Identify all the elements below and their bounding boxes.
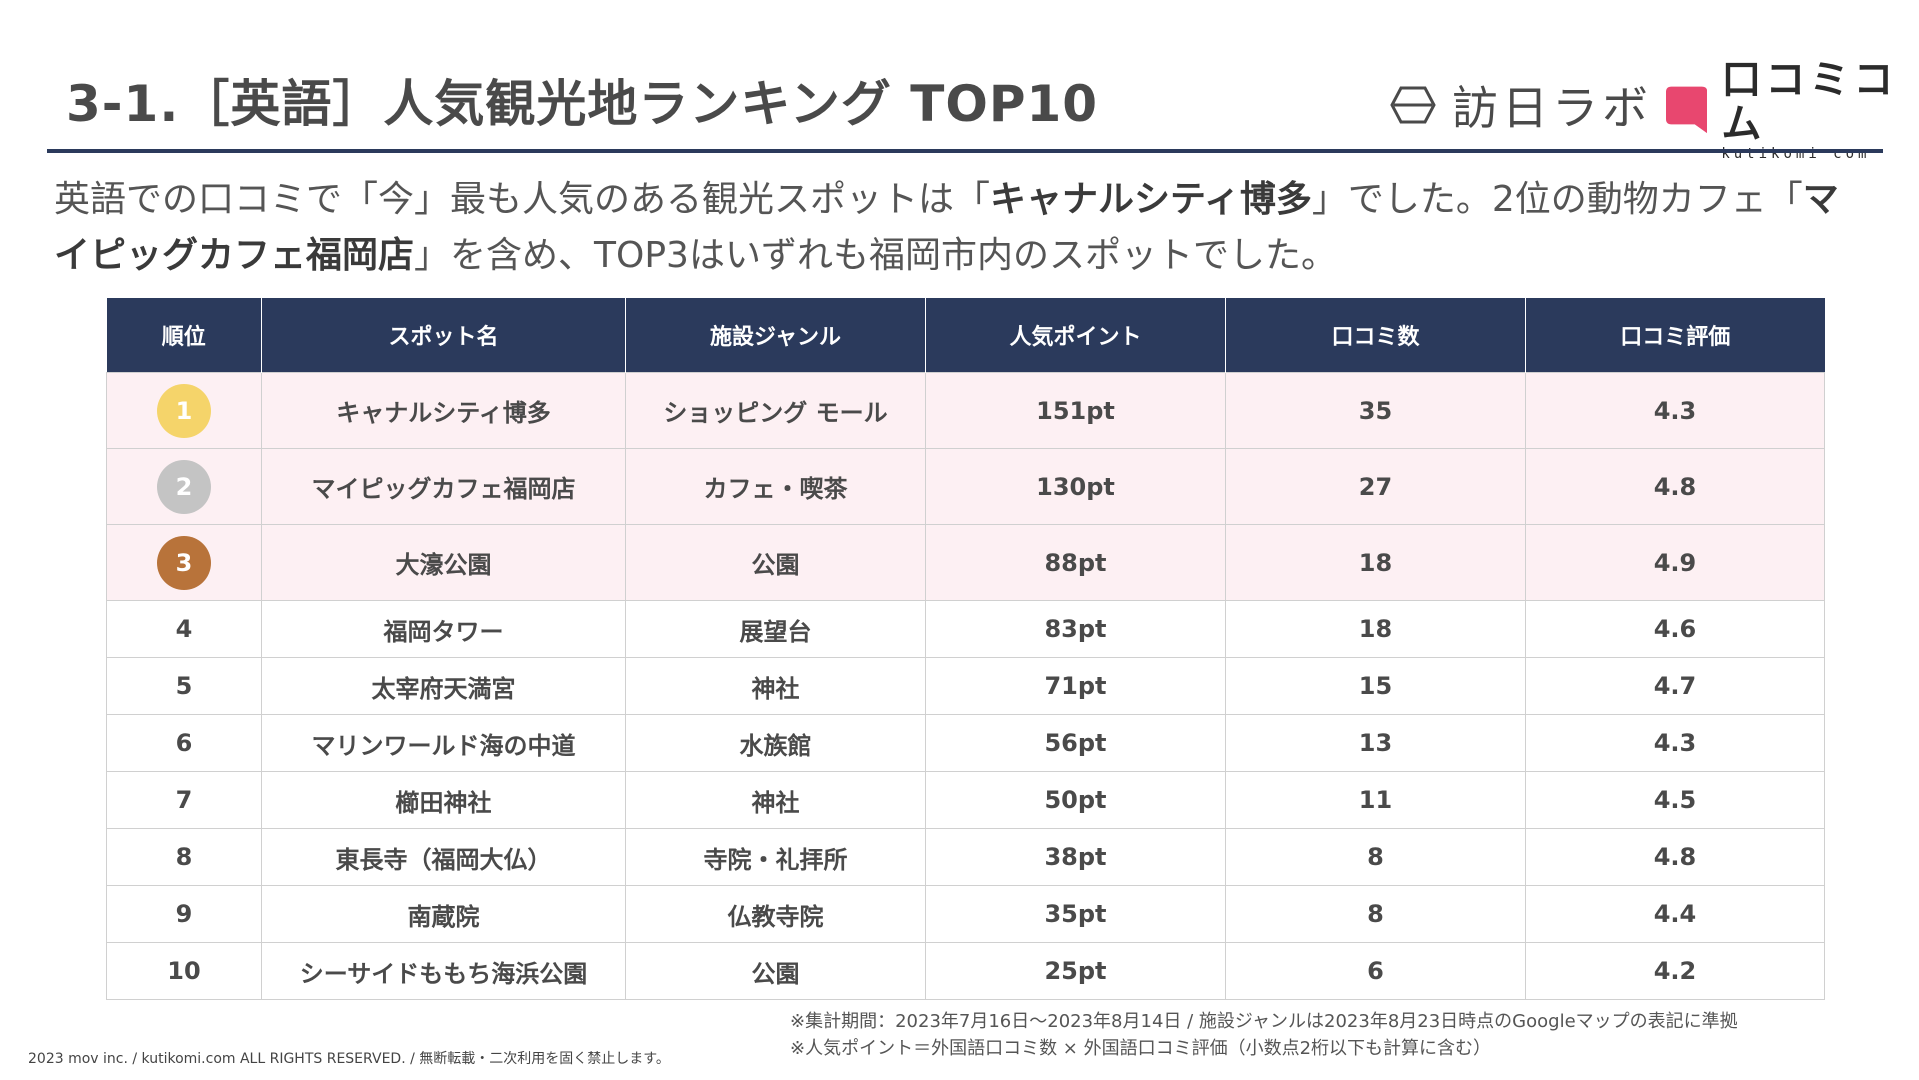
header-review-count: 口コミ数 bbox=[1225, 298, 1526, 373]
header-genre: 施設ジャンル bbox=[625, 298, 926, 373]
genre-cell: 展望台 bbox=[625, 600, 926, 658]
rating-cell: 4.6 bbox=[1525, 600, 1825, 658]
points-cell: 38pt bbox=[925, 828, 1226, 886]
table-row: 9 南蔵院 仏教寺院 35pt 8 4.4 bbox=[106, 885, 1825, 943]
footnotes: ※集計期間：2023年7月16日〜2023年8月14日 / 施設ジャンルは202… bbox=[790, 1008, 1738, 1062]
genre-cell: 公園 bbox=[625, 942, 926, 1000]
genre-cell: カフェ・喫茶 bbox=[625, 448, 926, 525]
genre-cell: ショッピング モール bbox=[625, 372, 926, 449]
rank-cell: 3 bbox=[106, 524, 262, 601]
rank-cell: 9 bbox=[106, 885, 262, 943]
genre-cell: 仏教寺院 bbox=[625, 885, 926, 943]
points-cell: 56pt bbox=[925, 714, 1226, 772]
rating-cell: 4.5 bbox=[1525, 771, 1825, 829]
spot-name-cell: 櫛田神社 bbox=[261, 771, 626, 829]
spot-name-cell: 大濠公園 bbox=[261, 524, 626, 601]
count-cell: 11 bbox=[1225, 771, 1526, 829]
count-cell: 18 bbox=[1225, 600, 1526, 658]
points-cell: 130pt bbox=[925, 448, 1226, 525]
table-row: 10 シーサイドももち海浜公園 公園 25pt 6 4.2 bbox=[106, 942, 1825, 1000]
kutikomi-logo-text: 口コミコム bbox=[1721, 57, 1898, 147]
table-row: 3 大濠公園 公園 88pt 18 4.9 bbox=[106, 524, 1825, 601]
count-cell: 27 bbox=[1225, 448, 1526, 525]
rank-cell: 6 bbox=[106, 714, 262, 772]
genre-cell: 寺院・礼拝所 bbox=[625, 828, 926, 886]
houjin-lab-logo-text: 訪日ラボ bbox=[1452, 81, 1652, 135]
points-cell: 83pt bbox=[925, 600, 1226, 658]
header-spot-name: スポット名 bbox=[261, 298, 626, 373]
table-row: 8 東長寺（福岡大仏） 寺院・礼拝所 38pt 8 4.8 bbox=[106, 828, 1825, 886]
rating-cell: 4.8 bbox=[1525, 448, 1825, 525]
count-cell: 8 bbox=[1225, 828, 1526, 886]
count-cell: 35 bbox=[1225, 372, 1526, 449]
points-cell: 25pt bbox=[925, 942, 1226, 1000]
rank-cell: 10 bbox=[106, 942, 262, 1000]
rating-cell: 4.3 bbox=[1525, 372, 1825, 449]
count-cell: 15 bbox=[1225, 657, 1526, 715]
spot-name-cell: 福岡タワー bbox=[261, 600, 626, 658]
houjin-lab-logo: 訪日ラボ bbox=[1390, 78, 1652, 135]
hexagon-outline-icon bbox=[1390, 86, 1436, 124]
table-row: 4 福岡タワー 展望台 83pt 18 4.6 bbox=[106, 600, 1825, 658]
spot-name-cell: 南蔵院 bbox=[261, 885, 626, 943]
rank-cell: 5 bbox=[106, 657, 262, 715]
spot-name-cell: キャナルシティ博多 bbox=[261, 372, 626, 449]
table-row: 5 太宰府天満宮 神社 71pt 15 4.7 bbox=[106, 657, 1825, 715]
points-cell: 88pt bbox=[925, 524, 1226, 601]
rank-cell: 7 bbox=[106, 771, 262, 829]
rank-cell: 1 bbox=[106, 372, 262, 449]
gold-medal-badge: 1 bbox=[157, 383, 211, 438]
kutikomi-logo: 口コミコム kutikomi com bbox=[1666, 58, 1919, 162]
genre-cell: 神社 bbox=[625, 657, 926, 715]
points-cell: 71pt bbox=[925, 657, 1226, 715]
header-rank: 順位 bbox=[106, 298, 262, 373]
spot-name-cell: 太宰府天満宮 bbox=[261, 657, 626, 715]
spot-name-cell: シーサイドももち海浜公園 bbox=[261, 942, 626, 1000]
table-row: 7 櫛田神社 神社 50pt 11 4.5 bbox=[106, 771, 1825, 829]
ranking-table: 順位 スポット名 施設ジャンル 人気ポイント 口コミ数 口コミ評価 1 キャナル… bbox=[106, 298, 1825, 1000]
table-row: 6 マリンワールド海の中道 水族館 56pt 13 4.3 bbox=[106, 714, 1825, 772]
genre-cell: 水族館 bbox=[625, 714, 926, 772]
rating-cell: 4.9 bbox=[1525, 524, 1825, 601]
copyright-notice: 2023 mov inc. / kutikomi.com ALL RIGHTS … bbox=[28, 1051, 670, 1067]
rating-cell: 4.8 bbox=[1525, 828, 1825, 886]
rating-cell: 4.7 bbox=[1525, 657, 1825, 715]
rating-cell: 4.3 bbox=[1525, 714, 1825, 772]
rank-cell: 2 bbox=[106, 448, 262, 525]
table-header-row: 順位 スポット名 施設ジャンル 人気ポイント 口コミ数 口コミ評価 bbox=[106, 298, 1825, 373]
footnote-points-formula: ※人気ポイント＝外国語口コミ数 × 外国語口コミ評価（小数点2桁以下も計算に含む… bbox=[790, 1038, 1492, 1059]
lead-text-2: 」でした。2位の動物カフェ「 bbox=[1311, 179, 1803, 220]
spot-name-cell: マリンワールド海の中道 bbox=[261, 714, 626, 772]
footnote-period: ※集計期間：2023年7月16日〜2023年8月14日 / 施設ジャンルは202… bbox=[790, 1011, 1738, 1032]
lead-text-3: 」を含め、TOP3はいずれも福岡市内のスポットでした。 bbox=[414, 235, 1337, 276]
lead-bold-2: マイピッグカフェ福岡店 bbox=[54, 179, 1839, 276]
rank-cell: 8 bbox=[106, 828, 262, 886]
points-cell: 50pt bbox=[925, 771, 1226, 829]
count-cell: 6 bbox=[1225, 942, 1526, 1000]
rank-cell: 4 bbox=[106, 600, 262, 658]
pink-speech-bubble-icon bbox=[1666, 86, 1708, 134]
lead-text-1: 英語での口コミで「今」最も人気のある観光スポットは「 bbox=[54, 179, 991, 220]
table-row: 2 マイピッグカフェ福岡店 カフェ・喫茶 130pt 27 4.8 bbox=[106, 448, 1825, 525]
lead-paragraph: 英語での口コミで「今」最も人気のある観光スポットは「キャナルシティ博多」でした。… bbox=[54, 172, 1864, 284]
header-rating: 口コミ評価 bbox=[1525, 298, 1825, 373]
silver-medal-badge: 2 bbox=[157, 459, 211, 514]
bronze-medal-badge: 3 bbox=[157, 535, 211, 590]
points-cell: 151pt bbox=[925, 372, 1226, 449]
count-cell: 18 bbox=[1225, 524, 1526, 601]
genre-cell: 公園 bbox=[625, 524, 926, 601]
title-divider bbox=[47, 149, 1883, 153]
genre-cell: 神社 bbox=[625, 771, 926, 829]
table-row: 1 キャナルシティ博多 ショッピング モール 151pt 35 4.3 bbox=[106, 372, 1825, 449]
rating-cell: 4.4 bbox=[1525, 885, 1825, 943]
rating-cell: 4.2 bbox=[1525, 942, 1825, 1000]
points-cell: 35pt bbox=[925, 885, 1226, 943]
page-title: 3-1.［英語］人気観光地ランキング TOP10 bbox=[66, 75, 1099, 133]
count-cell: 13 bbox=[1225, 714, 1526, 772]
spot-name-cell: 東長寺（福岡大仏） bbox=[261, 828, 626, 886]
lead-bold-1: キャナルシティ博多 bbox=[990, 179, 1312, 220]
count-cell: 8 bbox=[1225, 885, 1526, 943]
header-points: 人気ポイント bbox=[925, 298, 1226, 373]
spot-name-cell: マイピッグカフェ福岡店 bbox=[261, 448, 626, 525]
